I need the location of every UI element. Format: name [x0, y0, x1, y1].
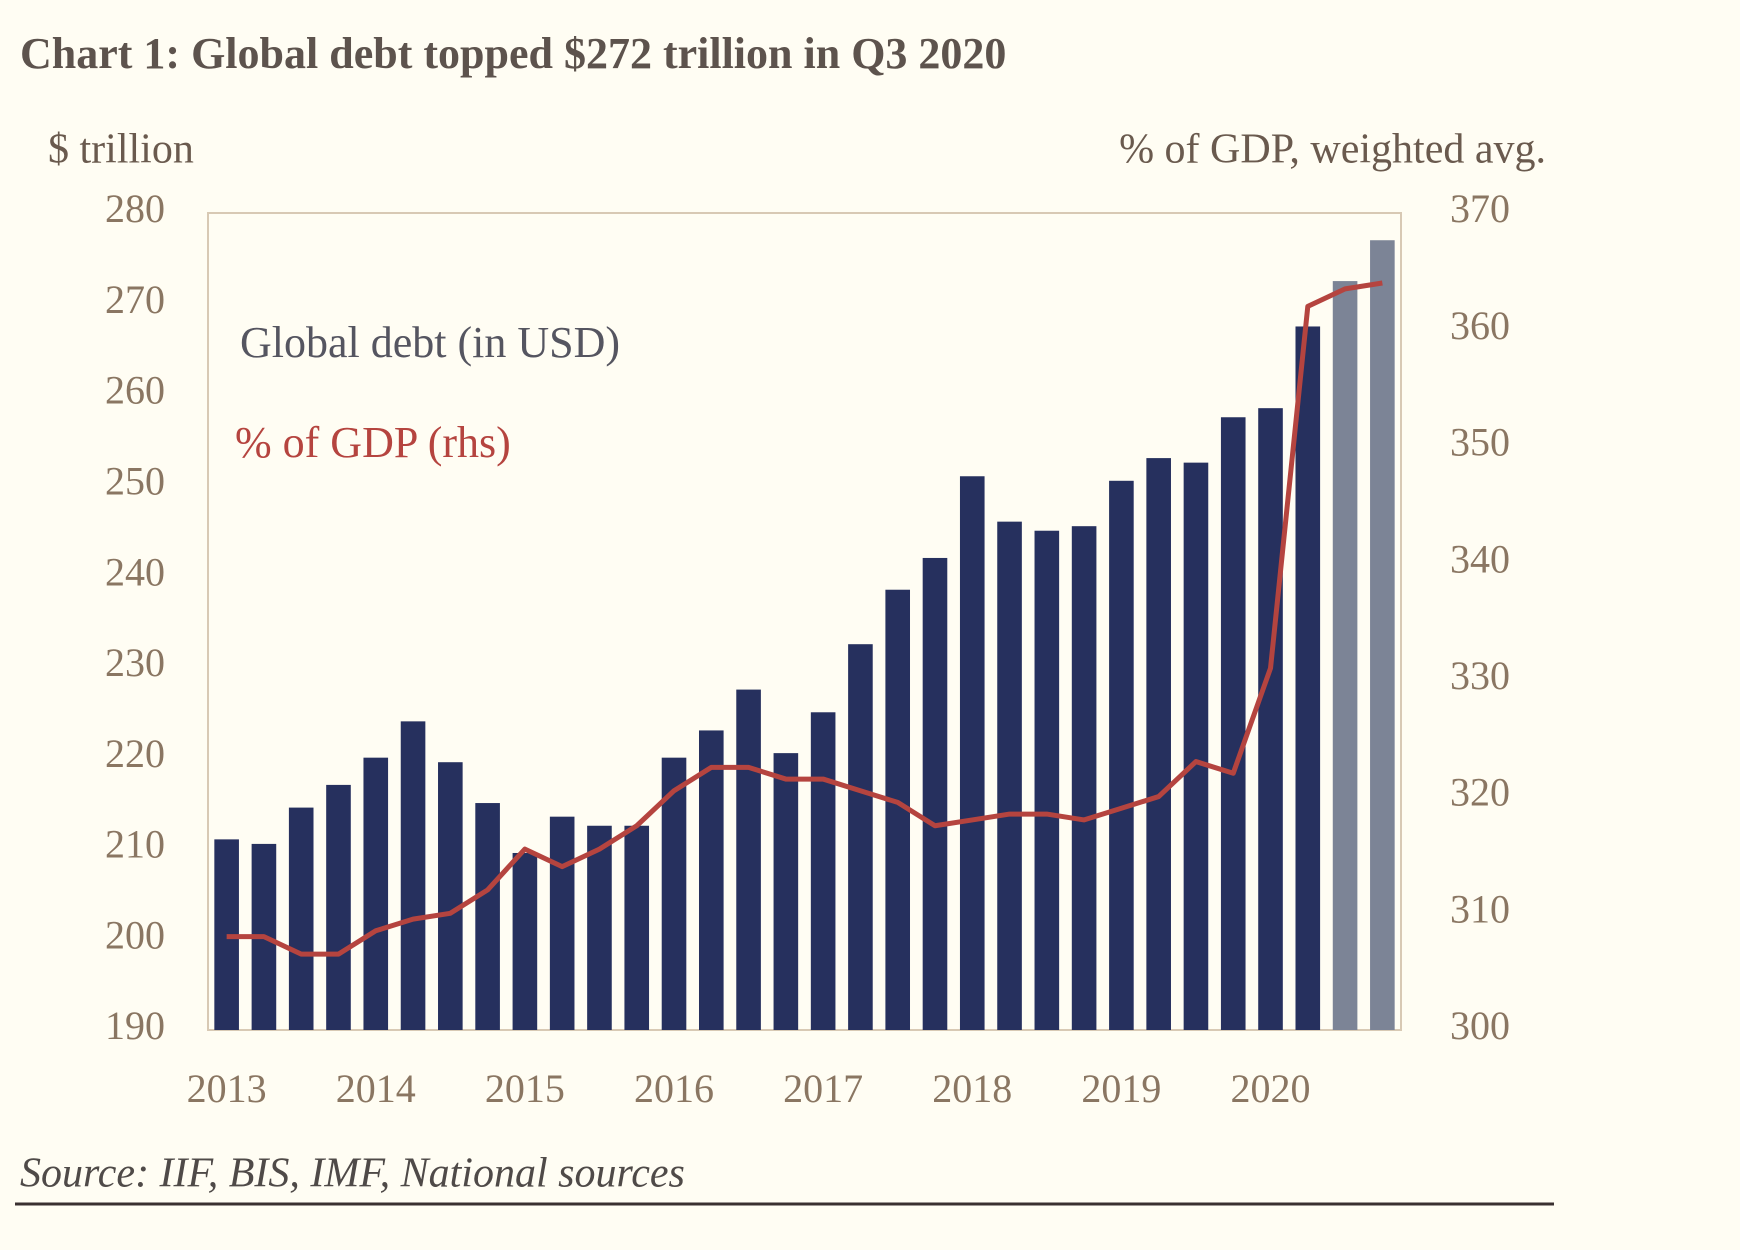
bar: [326, 784, 351, 1030]
y2-tick-label: 360: [1450, 303, 1510, 348]
bar: [1146, 458, 1171, 1031]
bar: [1258, 408, 1283, 1030]
x-tick-label: 2020: [1231, 1066, 1311, 1111]
bar: [624, 825, 650, 1030]
y-tick-label: 220: [105, 731, 165, 776]
x-tick-label: 2017: [783, 1066, 863, 1111]
y2-tick-label: 330: [1450, 653, 1510, 698]
bar: [288, 807, 314, 1030]
line: [226, 280, 1383, 957]
y2-tick-label: 340: [1450, 536, 1510, 581]
y-tick-label: 280: [105, 186, 165, 231]
y-tick-label: 240: [105, 549, 165, 594]
bar: [810, 712, 836, 1030]
x-tick-label: 2014: [336, 1066, 416, 1111]
legend-label: % of GDP (rhs): [235, 418, 511, 467]
y-tick-label: 230: [105, 640, 165, 685]
x-tick-label: 2015: [485, 1066, 565, 1111]
bar: [922, 557, 948, 1030]
bar: [1034, 530, 1060, 1030]
bar: [1332, 281, 1358, 1030]
bar: [363, 757, 389, 1030]
bar: [1370, 240, 1395, 1030]
bar: [1295, 326, 1321, 1030]
bar: [438, 762, 463, 1030]
bar: [773, 753, 799, 1030]
bar: [1183, 462, 1209, 1030]
chart-title: Chart 1: Global debt topped $272 trillio…: [20, 29, 1006, 78]
y-tick-label: 260: [105, 368, 165, 413]
bar: [400, 721, 426, 1030]
bar: [698, 730, 724, 1030]
y2-tick-label: 310: [1450, 886, 1510, 931]
bar: [848, 644, 873, 1030]
y-axis-label: $ trillion: [48, 127, 194, 173]
y-tick-label: 210: [105, 822, 165, 867]
legend-label: Global debt (in USD): [240, 318, 620, 367]
y-tick-label: 270: [105, 277, 165, 322]
y-tick-label: 200: [105, 912, 165, 957]
bar: [1109, 480, 1134, 1030]
bar: [587, 825, 612, 1030]
bar: [736, 689, 761, 1030]
x-tick-label: 2019: [1081, 1066, 1161, 1111]
x-tick-label: 2016: [634, 1066, 714, 1111]
bar: [475, 803, 500, 1030]
y2-tick-label: 300: [1450, 1003, 1510, 1048]
y2-axis-label: % of GDP, weighted avg.: [1119, 127, 1546, 173]
bar: [959, 476, 985, 1030]
bar: [997, 521, 1022, 1030]
x-tick-label: 2018: [932, 1066, 1012, 1111]
y2-tick-label: 350: [1450, 420, 1510, 465]
bar: [661, 757, 687, 1030]
bar: [512, 852, 538, 1030]
y-tick-label: 250: [105, 459, 165, 504]
y2-tick-label: 370: [1450, 186, 1510, 231]
y2-tick-label: 320: [1450, 770, 1510, 815]
bar: [1071, 526, 1097, 1030]
x-tick-label: 2013: [187, 1066, 267, 1111]
y-tick-label: 190: [105, 1003, 165, 1048]
plot-frame: [207, 212, 1402, 1031]
bar: [1220, 417, 1246, 1030]
source-note: Source: IIF, BIS, IMF, National sources: [20, 1151, 685, 1197]
bar: [549, 816, 575, 1030]
